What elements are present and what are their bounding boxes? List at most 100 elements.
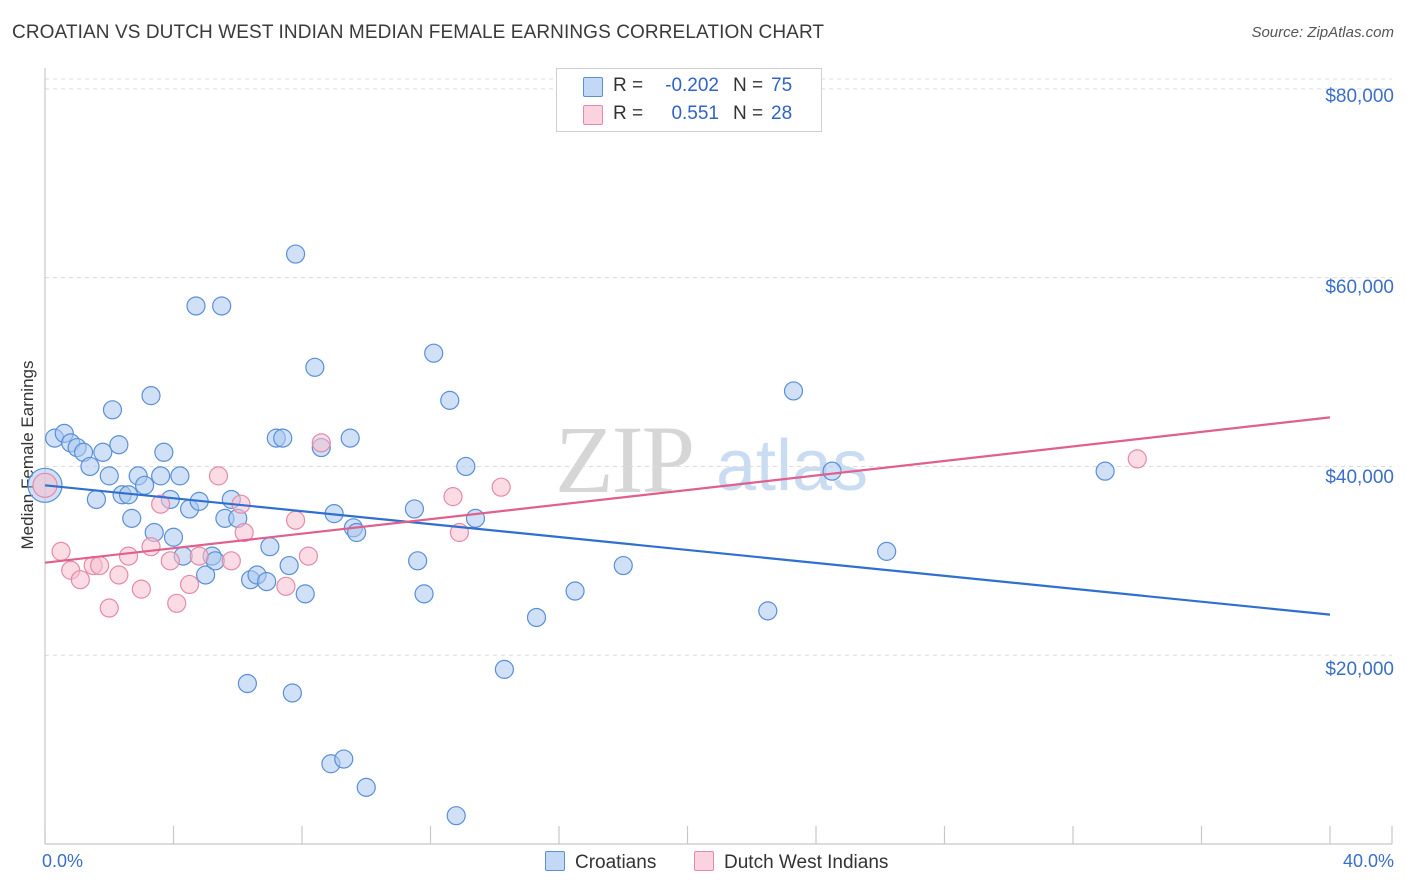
y-tick-label-80000: $80,000 — [1325, 86, 1394, 107]
dutch-west-indians-point-9 — [131, 579, 151, 599]
stats-row-croatians: R = -0.202 N = 75 — [557, 73, 821, 99]
dutch-west-indians-point-12 — [160, 551, 180, 571]
croatians-point-63 — [494, 659, 514, 679]
n-value-croatians: 75 — [771, 75, 793, 96]
dutch-west-indians-point-19 — [234, 522, 254, 543]
stats-row-dutch-west-indians: R = 0.551 N = 28 — [557, 101, 821, 127]
x-tick-label-max: 40.0% — [1342, 851, 1394, 871]
croatians-point-7 — [86, 489, 107, 510]
r-label: R = — [613, 103, 644, 124]
croatians-point-45 — [295, 584, 315, 604]
dutch-west-indians-point-3 — [70, 570, 90, 590]
legend-item-croatians[interactable]: Croatians — [545, 851, 656, 874]
croatians-point-41 — [273, 428, 293, 448]
croatians-point-66 — [613, 555, 633, 576]
dutch-west-indians-point-16 — [208, 466, 229, 486]
legend-label-dutch-west-indians: Dutch West Indians — [724, 852, 889, 873]
croatians-point-68 — [783, 381, 804, 401]
croatians-point-17 — [141, 386, 161, 406]
dutch-west-indians-trend-line — [44, 416, 1331, 564]
croatians-point-30 — [205, 551, 225, 571]
croatians-point-39 — [260, 537, 280, 557]
croatians-point-67 — [758, 601, 778, 621]
croatians-point-26 — [186, 296, 206, 316]
r-label: R = — [613, 75, 644, 96]
dutch-west-indians-legend-swatch — [694, 851, 714, 871]
chart-source: Source: ZipAtlas.com — [1251, 24, 1394, 41]
dutch-west-indians-point-7 — [109, 565, 129, 585]
r-value-dutch-west-indians: 0.551 — [671, 103, 719, 124]
croatians-point-51 — [340, 428, 360, 448]
dutch-west-indians-point-24 — [443, 487, 463, 507]
dutch-west-indians-point-20 — [276, 576, 296, 596]
croatians-point-10 — [102, 400, 123, 420]
croatians-point-6 — [80, 456, 100, 477]
dutch-west-indians-point-23 — [311, 433, 331, 453]
croatians-point-56 — [408, 551, 428, 571]
croatians-point-55 — [404, 499, 425, 519]
legend-label-croatians: Croatians — [575, 852, 657, 873]
croatians-point-64 — [526, 607, 547, 628]
croatians-point-54 — [356, 777, 376, 797]
r-value-croatians: -0.202 — [665, 75, 719, 96]
watermark-zip: ZIP — [555, 406, 693, 513]
dutch-west-indians-point-8 — [118, 546, 139, 566]
correlation-stats-box: R = -0.202 N = 75 R = 0.551 N = 28 — [556, 68, 822, 132]
croatians-point-43 — [282, 683, 302, 703]
dutch-west-indians-point-17 — [221, 551, 241, 571]
n-label: N = — [733, 103, 764, 124]
croatians-point-62 — [465, 508, 486, 528]
croatians-point-31 — [212, 296, 232, 316]
croatians-point-58 — [424, 343, 444, 363]
dutch-west-indians-point-14 — [179, 574, 200, 595]
croatians-point-70 — [877, 541, 897, 561]
croatians-point-71 — [1095, 461, 1115, 481]
dutch-west-indians-point-27 — [1127, 449, 1147, 469]
croatians-point-65 — [565, 581, 585, 601]
croatians-point-38 — [257, 571, 277, 592]
croatians-point-9 — [99, 466, 119, 486]
croatians-swatch — [583, 77, 603, 97]
croatians-point-28 — [196, 565, 216, 585]
y-tick-label-40000: $40,000 — [1325, 467, 1394, 488]
croatians-point-11 — [109, 435, 129, 455]
croatians-point-42 — [279, 555, 299, 576]
dutch-west-indians-point-6 — [99, 598, 119, 618]
croatians-point-19 — [151, 466, 171, 486]
dutch-west-indians-point-21 — [285, 510, 306, 530]
croatians-point-69 — [822, 461, 842, 481]
n-value-dutch-west-indians: 28 — [771, 103, 793, 124]
croatians-point-57 — [414, 584, 434, 604]
croatians-point-59 — [440, 390, 460, 410]
croatians-point-50 — [334, 749, 354, 769]
croatians-point-8 — [93, 442, 113, 462]
dutch-west-indians-point-11 — [151, 494, 171, 514]
croatians-point-14 — [122, 508, 142, 528]
dutch-west-indians-point-10 — [141, 537, 161, 557]
dutch-west-indians-point-1 — [51, 541, 71, 561]
y-tick-label-20000: $20,000 — [1325, 659, 1394, 680]
chart-title: CROATIAN VS DUTCH WEST INDIAN MEDIAN FEM… — [12, 22, 825, 43]
dutch-west-indians-point-15 — [189, 546, 209, 566]
croatians-point-20 — [154, 442, 174, 462]
dutch-west-indians-swatch — [583, 105, 603, 125]
croatians-point-44 — [285, 244, 306, 264]
y-tick-label-60000: $60,000 — [1325, 277, 1394, 298]
legend-item-dutch-west-indians[interactable]: Dutch West Indians — [694, 851, 888, 874]
dutch-west-indians-point-22 — [298, 546, 319, 566]
croatians-point-46 — [305, 357, 325, 377]
dutch-west-indians-point-13 — [167, 593, 187, 613]
croatians-point-22 — [163, 527, 184, 547]
dutch-west-indians-point-26 — [491, 477, 511, 497]
n-label: N = — [733, 75, 764, 96]
croatians-trend-line — [44, 484, 1331, 616]
dutch-west-indians-point-5 — [90, 555, 110, 576]
croatians-point-23 — [170, 466, 190, 486]
croatians-point-16 — [134, 475, 155, 495]
croatians-point-35 — [237, 673, 257, 694]
croatians-point-60 — [446, 806, 466, 826]
croatians-legend-swatch — [545, 851, 565, 871]
croatians-point-61 — [456, 456, 476, 477]
x-tick-label-min: 0.0% — [42, 851, 84, 871]
